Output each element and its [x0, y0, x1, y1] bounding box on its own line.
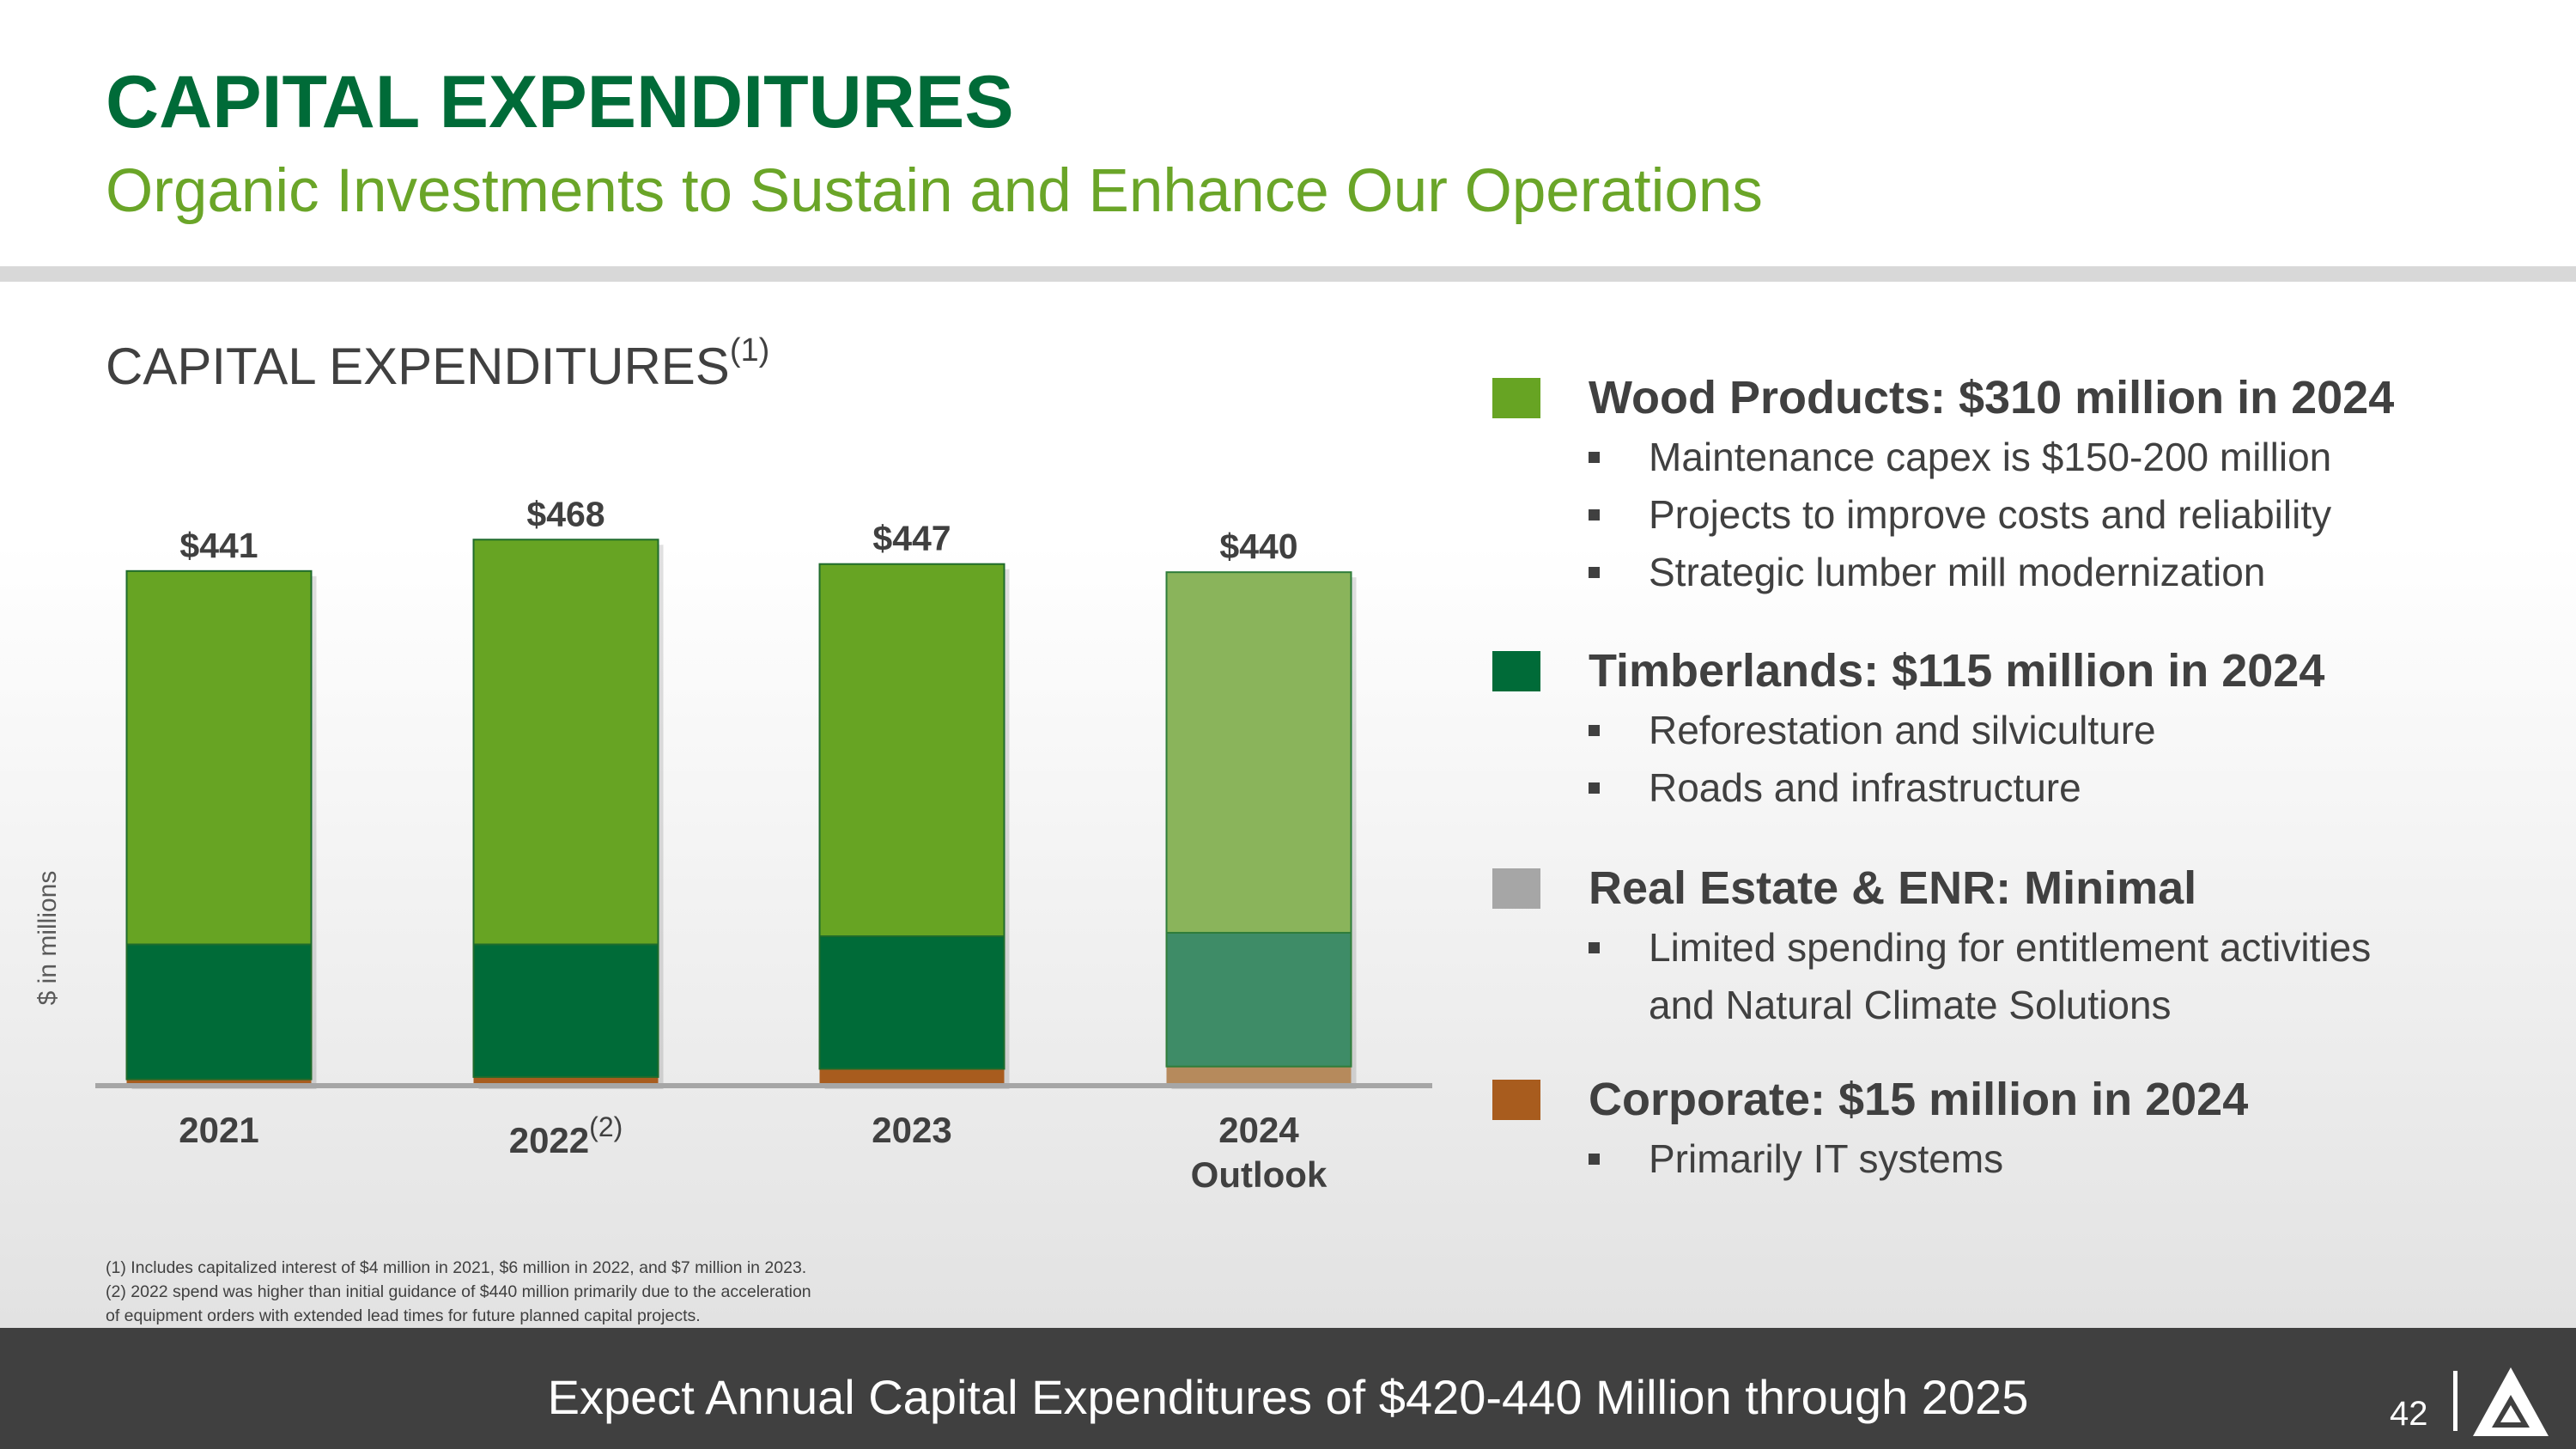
x-category-year: 2021 [107, 1108, 331, 1153]
x-category-label-2024: 2024 Outlook [1147, 1108, 1370, 1197]
bar-segment-wood-products-2021 [125, 569, 313, 946]
bullet-square-icon [1589, 725, 1600, 736]
bar-segment-corporate-2021 [126, 1079, 312, 1084]
bar-total-label-2022: $468 [526, 494, 605, 533]
x-category-label-2022: 2022(2) [454, 1108, 677, 1163]
legend-swatch-1 [1492, 651, 1540, 691]
footer-bar: Expect Annual Capital Expenditures of $4… [0, 1328, 2576, 1449]
x-category-year-text: 2022 [508, 1120, 590, 1160]
bar-total-label-2024: $440 [1219, 527, 1297, 566]
bar-segment-corporate-2023 [819, 1068, 1005, 1084]
bullet-square-icon [1589, 509, 1600, 521]
legend-bullet-text: Strategic lumber mill modernization [1649, 550, 2266, 594]
x-category-sublabel: Outlook [1190, 1154, 1327, 1195]
legend-heading-3: Corporate: $15 million in 2024 [1589, 1074, 2249, 1125]
bullet-square-icon [1589, 942, 1600, 953]
page-title: CAPITAL EXPENDITURES [106, 61, 1014, 143]
slide-header: CAPITAL EXPENDITURES Organic Investments… [0, 0, 2576, 266]
bar-total-label-2023: $447 [872, 519, 951, 558]
bar-segment-wood-products-2023 [818, 563, 1005, 938]
x-category-year-text: 2021 [179, 1110, 259, 1150]
legend-bullet-text: Projects to improve costs and reliabilit… [1649, 492, 2332, 537]
bar-segment-timberlands-2022 [472, 943, 659, 1078]
header-divider [0, 266, 2576, 282]
legend-heading-1: Timberlands: $115 million in 2024 [1589, 645, 2325, 697]
legend-bullet-text: Limited spending for entitlement activit… [1649, 925, 2372, 970]
x-category-year: 2022(2) [454, 1108, 677, 1163]
chart-heading-note: (1) [729, 332, 770, 368]
bullet-square-icon [1589, 1154, 1600, 1165]
footer-message: Expect Annual Capital Expenditures of $4… [547, 1370, 2029, 1424]
page-subtitle: Organic Investments to Sustain and Enhan… [106, 157, 1763, 225]
footnote-2-cont: of equipment orders with extended lead t… [106, 1306, 701, 1325]
legend-bullet-text: and Natural Climate Solutions [1649, 983, 2172, 1027]
page-separator [2453, 1371, 2458, 1431]
x-category-year: 2024 [1147, 1108, 1370, 1153]
capex-bar-chart: $441 $468 $447 $440 [95, 494, 1432, 1089]
bullet-square-icon [1589, 567, 1600, 578]
x-category-year-text: 2023 [872, 1110, 952, 1150]
legend-swatch-0 [1492, 378, 1540, 418]
legend-heading-0: Wood Products: $310 million in 2024 [1589, 372, 2395, 423]
legend-swatch-2 [1492, 868, 1540, 909]
legend-bullet-text: Reforestation and silviculture [1649, 708, 2156, 752]
footnote-1: (1) Includes capitalized interest of $4 … [106, 1258, 807, 1277]
company-logo-icon [2473, 1367, 2549, 1436]
bar-segment-timberlands-2023 [818, 935, 1005, 1070]
chart-heading: CAPITAL EXPENDITURES(1) [106, 332, 769, 396]
legend-bullet-text: Primarily IT systems [1649, 1136, 2004, 1181]
bar-segment-timberlands-2024 [1165, 931, 1352, 1068]
footnotes: (1) Includes capitalized interest of $4 … [106, 1256, 878, 1328]
page-number: 42 [2390, 1395, 2428, 1433]
legend-bullet-text: Maintenance capex is $150-200 million [1649, 435, 2332, 479]
bullet-square-icon [1589, 782, 1600, 794]
footnote-2: (2) 2022 spend was higher than initial g… [106, 1282, 811, 1301]
legend-heading-2: Real Estate & ENR: Minimal [1589, 862, 2197, 914]
x-category-label-2023: 2023 [800, 1108, 1024, 1153]
bar-segment-wood-products-2024 [1165, 571, 1352, 934]
bullet-square-icon [1589, 452, 1600, 463]
x-category-year: 2023 [800, 1108, 1024, 1153]
chart-heading-text: CAPITAL EXPENDITURES [106, 338, 730, 395]
legend-bullet-text: Roads and infrastructure [1649, 765, 2081, 810]
bar-segment-wood-products-2022 [472, 539, 659, 946]
bar-segment-corporate-2022 [473, 1076, 659, 1084]
x-category-note: (2) [589, 1111, 623, 1142]
bar-segment-timberlands-2021 [125, 943, 313, 1081]
x-category-label-2021: 2021 [107, 1108, 331, 1153]
bar-segment-corporate-2024 [1166, 1066, 1352, 1084]
x-category-year-text: 2024 [1218, 1110, 1299, 1150]
bar-total-label-2021: $441 [179, 526, 258, 565]
legend-swatch-3 [1492, 1080, 1540, 1120]
